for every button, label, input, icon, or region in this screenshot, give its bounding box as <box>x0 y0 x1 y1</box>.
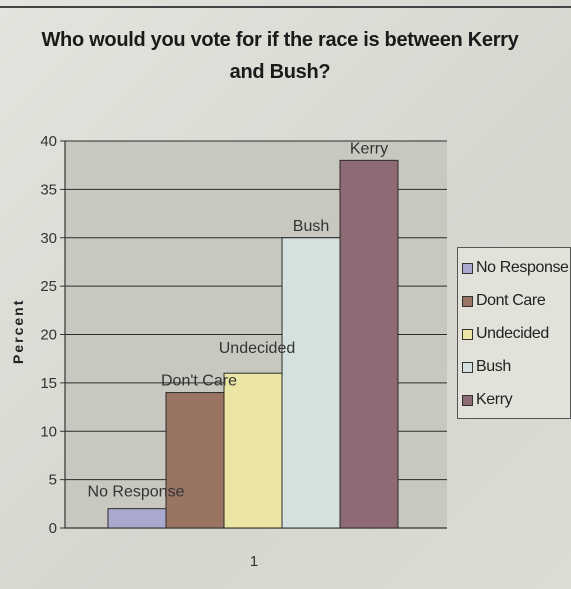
y-tick-label: 35 <box>40 181 57 198</box>
data-label: Bush <box>293 218 329 235</box>
bar-bush <box>281 237 341 529</box>
legend-swatch <box>462 394 473 406</box>
legend-item: Kerry <box>462 390 513 410</box>
legend-item: Bush <box>462 357 511 377</box>
data-label: No Response <box>88 484 185 501</box>
x-tick-label: 1 <box>250 553 258 570</box>
legend-label: Dont Care <box>476 292 546 309</box>
chart-title: Who would you vote for if the race is be… <box>41 29 519 83</box>
legend-item: No Response <box>462 258 569 278</box>
legend-swatch <box>462 328 473 340</box>
y-tick-label: 10 <box>40 423 57 440</box>
data-label: Don't Care <box>161 373 237 390</box>
legend-swatch <box>462 262 473 274</box>
y-tick-label: 0 <box>49 520 57 537</box>
legend-swatch <box>462 361 473 373</box>
y-tick-label: 40 <box>40 133 57 150</box>
y-tick-label: 25 <box>40 278 57 295</box>
legend-label: Kerry <box>476 391 513 408</box>
bar-undecided <box>223 372 283 529</box>
legend-label: Bush <box>476 358 511 375</box>
legend-label: Undecided <box>476 325 549 342</box>
bar-dont-care <box>165 392 225 529</box>
legend-label: No Response <box>476 259 569 276</box>
bar-kerry <box>339 159 399 529</box>
data-label: Kerry <box>350 140 388 157</box>
legend-item: Undecided <box>462 324 549 344</box>
bar-no-response <box>107 508 167 529</box>
y-tick-label: 15 <box>40 375 57 392</box>
y-tick-label: 30 <box>40 230 57 247</box>
data-label: Undecided <box>219 340 296 357</box>
legend: No Response Dont Care Undecided Bush Kerry <box>457 247 571 419</box>
y-tick-label: 5 <box>49 472 57 489</box>
top-rule <box>0 6 571 8</box>
legend-swatch <box>462 295 473 307</box>
legend-item: Dont Care <box>462 291 546 311</box>
y-tick-label: 20 <box>40 327 57 344</box>
